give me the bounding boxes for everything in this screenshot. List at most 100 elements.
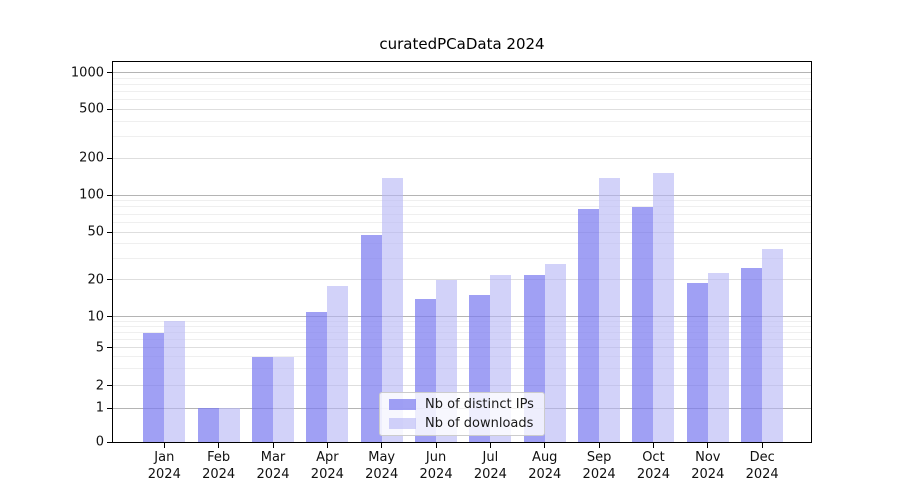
y-tick-label-200: 200 [79,150,104,166]
x-tick-mark-jan [163,443,165,448]
axis-ticks-layer: 0 1 2 5 10 20 50 100 200 500 1000 Jan 2024 Feb 2024 M… [71,62,811,482]
y-tick-label-5: 5 [95,340,104,356]
y-tick-mark-1 [107,407,112,409]
legend-swatch-distinct-ips [389,399,416,410]
x-tick-label-nov: Nov 2024 [691,450,725,482]
x-tick-mark-may [381,443,383,448]
x-tick-mark-sep [598,443,600,448]
bar-downloads-feb [218,408,240,442]
x-tick-mark-feb [218,443,220,448]
gridline-2 [113,385,811,387]
chart-title: curatedPCaData 2024 [379,35,545,53]
y-tick-label-100: 100 [79,187,104,203]
x-tick-mark-nov [707,443,709,448]
x-tick-label-aug: Aug 2024 [528,450,562,482]
bar-distinct-ips-may [360,235,382,442]
y-tick-label-20: 20 [87,272,104,288]
bar-distinct-ips-feb [197,408,219,442]
legend-item-downloads: Nb of downloads [389,416,535,431]
y-tick-mark-2 [107,385,112,387]
bar-downloads-oct [653,172,675,442]
gridline-50 [113,231,811,233]
bars-layer [113,62,811,442]
y-tick-label-500: 500 [79,101,104,117]
x-tick-label-jun: Jun 2024 [419,450,453,482]
gridline-200 [113,157,811,159]
gridline-30 [113,258,811,260]
gridline-90 [113,200,811,202]
y-tick-label-2: 2 [95,378,104,394]
gridlines-layer [113,62,811,442]
bar-distinct-ips-apr [306,311,328,442]
bar-distinct-ips-mar [252,356,273,442]
x-tick-mark-jul [489,443,491,448]
x-tick-label-mar: Mar 2024 [256,450,290,482]
y-tick-label-0: 0 [95,434,104,450]
gridline-100 [113,194,811,196]
bar-downloads-nov [707,272,729,442]
y-tick-label-1: 1 [95,400,104,416]
bar-distinct-ips-jan [143,332,165,442]
bar-downloads-apr [327,285,349,442]
y-tick-mark-50 [107,231,112,233]
plot-area: 0 1 2 5 10 20 50 100 200 500 1000 Jan 2024 Feb 2024 M… [71,61,812,482]
bar-distinct-ips-nov [686,282,708,442]
gridline-10 [113,316,811,318]
gridline-40 [113,243,811,245]
gridline-8 [113,326,811,328]
gridline-700 [113,91,811,93]
gridline-20 [113,279,811,281]
y-tick-label-1000: 1000 [70,65,104,81]
y-tick-label-10: 10 [87,309,104,325]
gridline-500 [113,108,811,110]
legend: Nb of distinct IPs Nb of downloads [379,392,545,436]
gridline-6 [113,338,811,340]
x-tick-label-jul: Jul 2024 [473,450,507,482]
bar-downloads-sep [599,177,621,442]
x-tick-label-jan: Jan 2024 [147,450,181,482]
x-tick-label-sep: Sep 2024 [582,450,616,482]
x-tick-mark-aug [544,443,546,448]
legend-label-distinct-ips: Nb of distinct IPs [425,397,534,412]
gridline-7 [113,332,811,334]
gridline-1000 [113,72,811,74]
gridline-800 [113,84,811,86]
gridline-80 [113,206,811,208]
x-tick-mark-dec [761,443,763,448]
bar-downloads-mar [273,356,294,442]
x-tick-label-may: May 2024 [365,450,399,482]
y-tick-mark-10 [107,316,112,318]
y-tick-mark-200 [107,157,112,159]
gridline-400 [113,120,811,122]
x-tick-label-apr: Apr 2024 [310,450,344,482]
bar-downloads-jan [164,321,186,442]
y-tick-mark-0 [107,441,112,443]
bar-downloads-dec [762,249,784,442]
gridline-5 [113,347,811,349]
gridline-3 [113,368,811,370]
x-tick-mark-jun [435,443,437,448]
x-tick-label-oct: Oct 2024 [636,450,670,482]
gridline-300 [113,136,811,138]
bar-distinct-ips-sep [578,209,600,442]
gridline-9 [113,320,811,322]
gridline-600 [113,99,811,101]
y-tick-mark-1000 [107,72,112,74]
gridline-70 [113,213,811,215]
x-tick-label-dec: Dec 2024 [745,450,779,482]
legend-swatch-downloads [389,418,416,429]
gridline-900 [113,77,811,79]
bar-distinct-ips-dec [741,268,763,442]
legend-item-distinct-ips: Nb of distinct IPs [389,397,535,412]
gridline-60 [113,221,811,223]
x-tick-mark-apr [326,443,328,448]
bar-downloads-may [381,178,403,442]
x-tick-mark-mar [272,443,274,448]
y-tick-mark-100 [107,194,112,196]
legend-label-downloads: Nb of downloads [425,416,534,431]
x-tick-label-feb: Feb 2024 [202,450,236,482]
bar-downloads-aug [544,264,566,442]
y-tick-mark-5 [107,347,112,349]
bar-distinct-ips-oct [632,206,654,442]
